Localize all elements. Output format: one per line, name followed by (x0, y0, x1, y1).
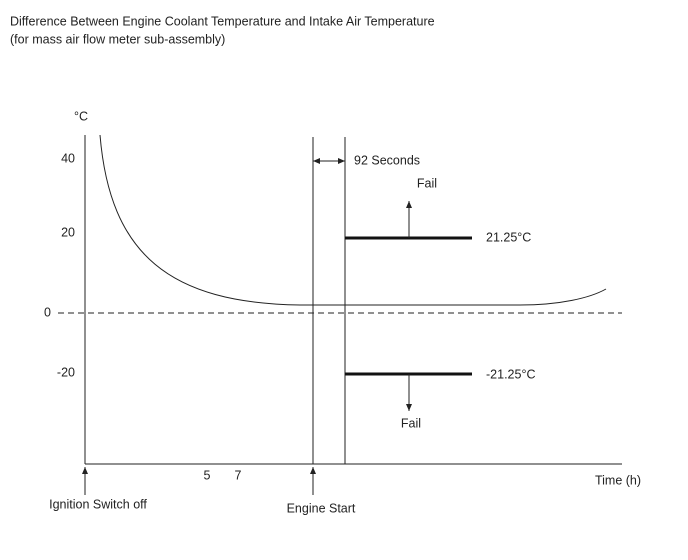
y-label: 20 (61, 225, 75, 239)
upper-threshold-label: 21.25°C (486, 230, 531, 244)
event-label: Engine Start (287, 501, 356, 515)
x-title: Time (h) (595, 473, 641, 487)
temperature-curve (99, 134, 607, 306)
x-label: 7 (235, 468, 242, 482)
y-label: -20 (57, 365, 75, 379)
x-label: 5 (204, 468, 211, 482)
event-label: Ignition Switch off (49, 497, 147, 511)
fail-label: Fail (417, 176, 437, 190)
lower-threshold-label: -21.25°C (486, 367, 535, 381)
title: Difference Between Engine Coolant Temper… (10, 14, 435, 28)
fail-label: Fail (401, 416, 421, 430)
y-label: 40 (61, 151, 75, 165)
y-label: 0 (44, 305, 51, 319)
subtitle: (for mass air flow meter sub-assembly) (10, 32, 225, 46)
y-unit: °C (74, 109, 88, 123)
interval-label: 92 Seconds (354, 153, 420, 167)
